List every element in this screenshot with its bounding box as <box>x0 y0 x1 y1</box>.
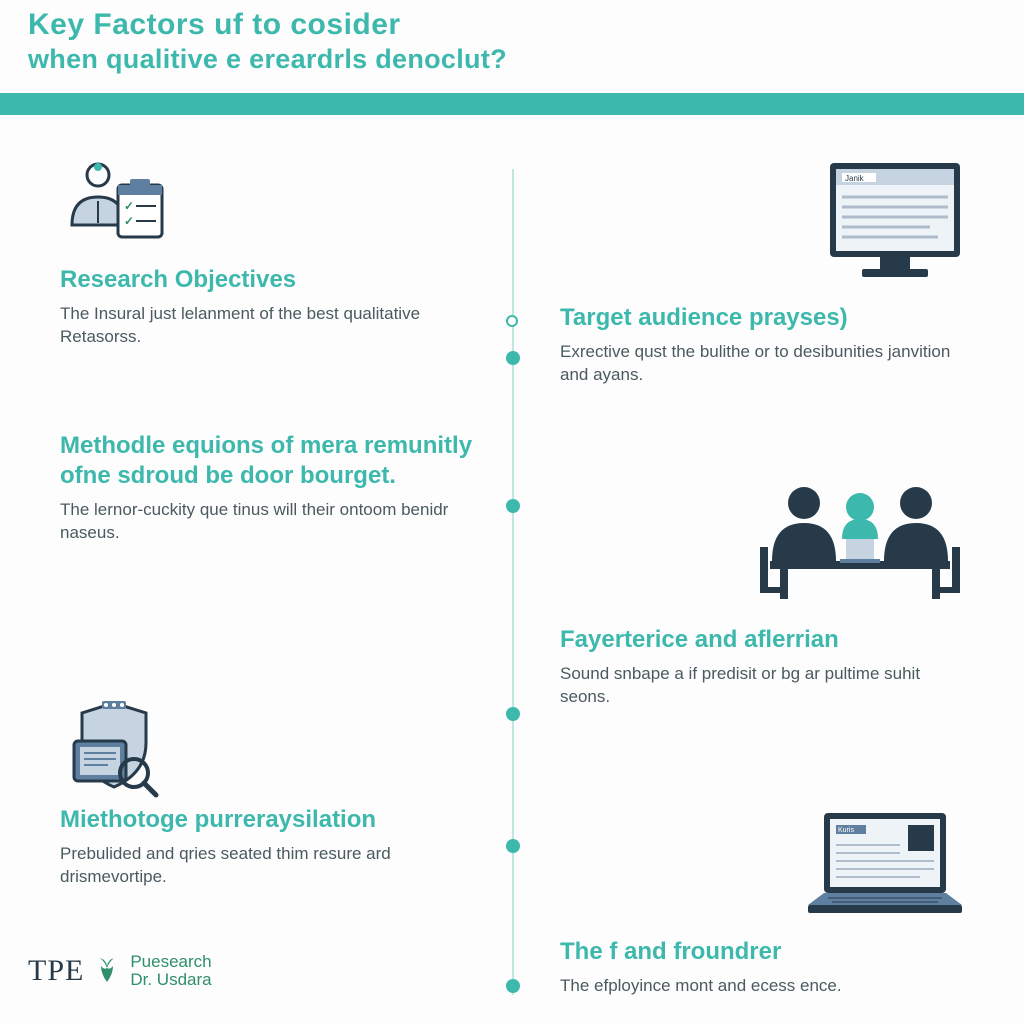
footer-line1: Puesearch <box>130 953 211 971</box>
header: Key Factors uf to cosider when qualitive… <box>0 0 1024 93</box>
page-title-line1: Key Factors uf to cosider <box>28 8 996 42</box>
block-title: Research Objectives <box>60 265 490 295</box>
timeline-dot <box>506 979 520 993</box>
footer-line2: Dr. Usdara <box>130 971 211 989</box>
timeline-dot <box>506 707 520 721</box>
block-body: Sound snbape a if predisit or bg ar pult… <box>560 663 970 709</box>
footer-labels: Puesearch Dr. Usdara <box>130 953 211 989</box>
svg-text:✓: ✓ <box>124 199 134 213</box>
accent-band <box>0 93 1024 115</box>
footer-logo: TPE Puesearch Dr. Usdara <box>28 953 212 989</box>
footer-logo-text: TPE <box>28 954 84 988</box>
meeting-icon <box>560 461 970 611</box>
block-title: Methodle equions of mera remunitly ofne … <box>60 431 490 491</box>
block-research-objectives: ✓ ✓ Research Objectives The Insural just… <box>60 155 490 349</box>
timeline-dot <box>506 839 520 853</box>
monitor-tab-label: Janik <box>845 174 865 183</box>
block-body: The lernor-cuckity que tinus will their … <box>60 499 490 545</box>
timeline-line <box>512 169 514 995</box>
block-body: Prebulided and qries seated thim resure … <box>60 843 490 889</box>
page-title-line2: when qualitive e ereardrls denoclut? <box>28 44 996 75</box>
svg-text:✓: ✓ <box>124 214 134 228</box>
block-title: Fayerterice and aflerrian <box>560 625 970 655</box>
timeline-dot <box>506 315 518 327</box>
block-title: Miethotoge purreraysilation <box>60 805 490 835</box>
leaf-icon <box>92 954 122 989</box>
block-body: Exrective qust the bulithe or to desibun… <box>560 341 970 387</box>
content-area: ✓ ✓ Research Objectives The Insural just… <box>0 115 1024 995</box>
shield-tablet-icon <box>60 695 490 805</box>
block-body: The Insural just lelanment of the best q… <box>60 303 490 349</box>
block-fayerterice: Fayerterice and aflerrian Sound snbape a… <box>560 461 970 709</box>
person-checklist-icon: ✓ ✓ <box>60 155 490 265</box>
block-founder: Kuris The f and froundrer The efployince… <box>560 805 970 998</box>
block-target-audience: Janik Target audience prayses) Exrective… <box>560 155 970 387</box>
monitor-icon: Janik <box>560 155 970 285</box>
block-title: The f and froundrer <box>560 937 970 967</box>
block-title: Target audience prayses) <box>560 303 970 333</box>
block-methodle: Methodle equions of mera remunitly ofne … <box>60 431 490 545</box>
timeline-dot <box>506 499 520 513</box>
laptop-tab-label: Kuris <box>838 827 854 834</box>
timeline-dot <box>506 351 520 365</box>
laptop-icon: Kuris <box>560 805 970 925</box>
block-miethotoge: Miethotoge purreraysilation Prebulided a… <box>60 695 490 889</box>
block-body: The efployince mont and ecess ence. <box>560 975 970 998</box>
